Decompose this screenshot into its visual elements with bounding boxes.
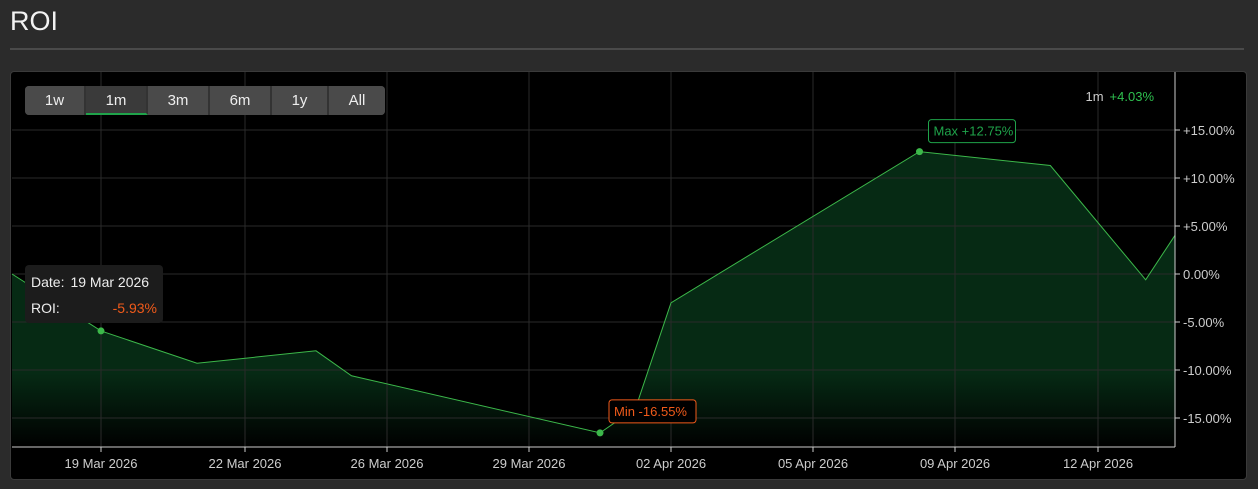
roi-area bbox=[12, 151, 1175, 447]
tooltip-roi: -5.93% bbox=[112, 300, 157, 316]
title-divider bbox=[10, 48, 1244, 50]
period-summary: 1m +4.03% bbox=[1085, 89, 1154, 104]
x-tick-label: 19 Mar 2026 bbox=[65, 456, 138, 471]
range-button-3m[interactable]: 3m bbox=[148, 86, 210, 115]
x-tick-label: 12 Apr 2026 bbox=[1063, 456, 1133, 471]
hover-tooltip: Date: 19 Mar 2026 ROI: -5.93% bbox=[25, 265, 163, 323]
min-annotation-box bbox=[608, 399, 697, 424]
range-button-1w[interactable]: 1w bbox=[25, 86, 86, 115]
tooltip-roi-label: ROI: bbox=[31, 300, 60, 316]
range-button-1y[interactable]: 1y bbox=[272, 86, 329, 115]
y-tick-label: -10.00% bbox=[1183, 363, 1232, 378]
summary-value: +4.03% bbox=[1109, 89, 1154, 104]
x-tick-label: 26 Mar 2026 bbox=[351, 456, 424, 471]
max-annotation: Max +12.75% bbox=[934, 124, 1014, 139]
x-tick-label: 05 Apr 2026 bbox=[778, 456, 848, 471]
max-annotation-box bbox=[928, 119, 1016, 144]
min-point bbox=[596, 429, 604, 437]
tooltip-date-label: Date: bbox=[31, 274, 65, 290]
range-button-all[interactable]: All bbox=[329, 86, 385, 115]
y-tick-label: +5.00% bbox=[1183, 219, 1228, 234]
x-tick-label: 29 Mar 2026 bbox=[493, 456, 566, 471]
y-tick-label: -5.00% bbox=[1183, 315, 1225, 330]
y-tick-label: +10.00% bbox=[1183, 171, 1235, 186]
roi-chart[interactable]: +15.00% +10.00% +5.00% 0.00% -5.00% -10.00% -1… bbox=[11, 72, 1246, 479]
x-tick-label: 22 Mar 2026 bbox=[209, 456, 282, 471]
range-button-1m[interactable]: 1m bbox=[86, 86, 148, 115]
y-tick-label: +15.00% bbox=[1183, 123, 1235, 138]
max-point bbox=[916, 148, 923, 156]
range-button-6m[interactable]: 6m bbox=[210, 86, 272, 115]
x-tick-label: 02 Apr 2026 bbox=[636, 456, 706, 471]
page-title: ROI bbox=[10, 6, 59, 36]
range-selector: 1w 1m 3m 6m 1y All bbox=[25, 86, 385, 115]
x-tick-label: 09 Apr 2026 bbox=[920, 456, 990, 471]
hover-point bbox=[97, 327, 105, 335]
roi-chart-panel: +15.00% +10.00% +5.00% 0.00% -5.00% -10.00% -1… bbox=[10, 71, 1247, 480]
summary-period: 1m bbox=[1085, 89, 1104, 104]
tooltip-date: 19 Mar 2026 bbox=[70, 274, 150, 290]
y-tick-label: -15.00% bbox=[1183, 411, 1232, 426]
min-annotation: Min -16.55% bbox=[614, 404, 687, 419]
y-tick-label: 0.00% bbox=[1183, 267, 1220, 282]
